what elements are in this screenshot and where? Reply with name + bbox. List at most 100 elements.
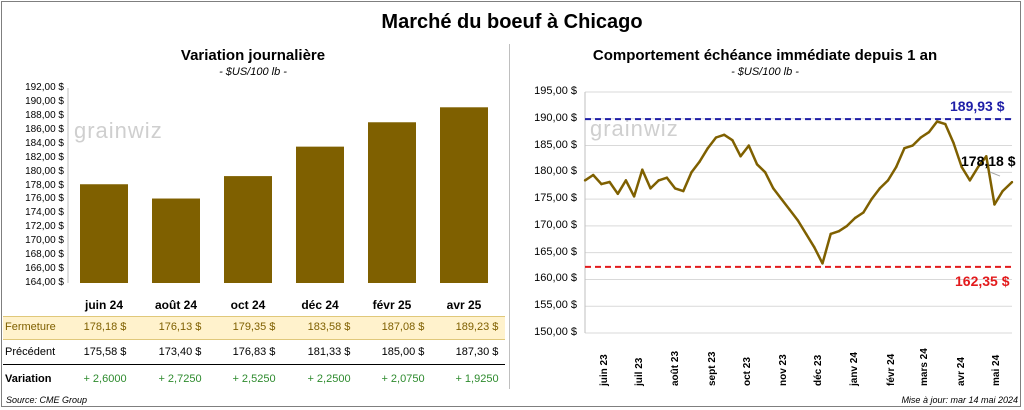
price-point [682, 189, 685, 193]
left-y-tick-label: 168,00 $ [25, 249, 64, 261]
table-cell: 187,08 $ [381, 321, 425, 333]
table-cell: + 2,7250 [158, 373, 202, 385]
price-point [796, 219, 800, 222]
left-y-tick-label: 184,00 $ [25, 137, 64, 149]
price-point [583, 179, 587, 182]
price-point [600, 182, 603, 186]
bar [368, 122, 416, 283]
price-point [960, 165, 963, 169]
row-label: Fermeture [5, 321, 56, 333]
left-y-tick-label: 188,00 $ [25, 109, 64, 121]
price-point [673, 187, 677, 190]
table-cell: 176,83 $ [232, 346, 276, 358]
bar [80, 184, 128, 283]
price-point [665, 176, 669, 179]
price-point [985, 155, 988, 158]
table-cell: 181,33 $ [307, 346, 351, 358]
table-cell: 175,58 $ [83, 346, 127, 358]
table-cell: 187,30 $ [455, 346, 499, 358]
left-y-tick-label: 174,00 $ [25, 207, 64, 219]
update-note: Mise à jour: mar 14 mai 2024 [901, 395, 1018, 405]
price-point [862, 211, 865, 214]
table-cell: + 1,9250 [455, 373, 499, 385]
left-chart-title: Variation journalière [180, 47, 326, 64]
price-point [952, 141, 955, 145]
price-point [772, 187, 775, 190]
right-y-tick-label: 175,00 $ [534, 192, 577, 205]
price-point [845, 224, 849, 228]
price-point [690, 171, 693, 174]
left-y-tick-label: 186,00 $ [25, 123, 64, 135]
high-value-label: 189,93 $ [950, 98, 1005, 114]
price-point [894, 165, 898, 169]
right-y-tick-label: 170,00 $ [534, 218, 577, 231]
left-y-tick-label: 164,00 $ [25, 277, 64, 288]
right-y-tick-label: 150,00 $ [534, 326, 577, 338]
bar [440, 107, 488, 283]
row-label: Variation [5, 373, 52, 385]
table-cell: 173,40 $ [158, 346, 202, 358]
bar [224, 176, 272, 283]
table-cell: + 2,0750 [381, 373, 425, 385]
right-y-tick-label: 195,00 $ [534, 85, 577, 97]
price-point [739, 155, 742, 158]
price-point [780, 197, 783, 201]
price-point [903, 147, 906, 150]
low-value-label: 162,35 $ [955, 273, 1010, 289]
right-y-tick-label: 185,00 $ [534, 138, 577, 151]
left-y-tick-label: 190,00 $ [25, 95, 64, 107]
table-cell: 185,00 $ [381, 346, 425, 358]
table-cell: 183,58 $ [307, 321, 351, 333]
last-value-leader [989, 171, 1001, 177]
price-point [993, 203, 996, 206]
right-y-tick-label: 155,00 $ [534, 299, 577, 312]
price-series-line [584, 120, 1013, 265]
left-x-category-label: août 24 [154, 298, 197, 312]
price-point [632, 195, 636, 198]
source-note: Source: CME Group [6, 395, 88, 405]
price-point [919, 136, 922, 139]
left-x-category-label: févr 25 [372, 298, 412, 312]
table-row-fermeture: Fermeture 178,18 $ 176,13 $ 179,35 $ 183… [3, 316, 505, 340]
bar [152, 198, 200, 283]
page-title: Marché du boeuf à Chicago [381, 11, 643, 33]
price-point [886, 179, 890, 182]
price-point [878, 187, 882, 190]
right-y-tick-label: 160,00 $ [534, 272, 577, 285]
price-point [870, 197, 873, 201]
left-x-category-label: oct 24 [230, 298, 266, 312]
left-y-tick-label: 178,00 $ [25, 179, 64, 191]
table-cell: + 2,2500 [307, 373, 351, 385]
table-cell: 176,13 $ [158, 321, 202, 333]
price-point [935, 120, 939, 123]
left-watermark-logo: grainwiz [74, 118, 163, 143]
price-point [829, 232, 832, 236]
price-point [837, 230, 841, 233]
price-point [944, 122, 947, 126]
left-y-tick-label: 172,00 $ [25, 221, 64, 233]
right-watermark-logo: grainwiz [590, 116, 679, 141]
price-point [649, 187, 652, 190]
table-cell: + 2,5250 [232, 373, 276, 385]
left-chart-subtitle: - $US/100 lb - [219, 66, 287, 78]
left-x-category-label: avr 25 [446, 298, 482, 312]
panel-divider [509, 44, 510, 389]
price-point [616, 192, 619, 195]
price-point [731, 139, 734, 142]
price-point [804, 232, 808, 236]
price-point [706, 147, 710, 150]
left-y-tick-label: 180,00 $ [25, 165, 64, 177]
last-value-label: 178,18 $ [961, 153, 1016, 169]
price-point [854, 216, 857, 220]
price-point [927, 130, 931, 134]
table-cell: + 2,6000 [83, 373, 127, 385]
price-point [1001, 189, 1004, 193]
table-cell: 178,18 $ [83, 321, 127, 333]
table-cell: 179,35 $ [232, 321, 276, 333]
price-point [968, 179, 972, 182]
price-point [976, 165, 980, 169]
right-y-tick-label: 180,00 $ [534, 165, 577, 178]
price-point [698, 160, 701, 163]
left-y-tick-label: 166,00 $ [25, 263, 64, 275]
